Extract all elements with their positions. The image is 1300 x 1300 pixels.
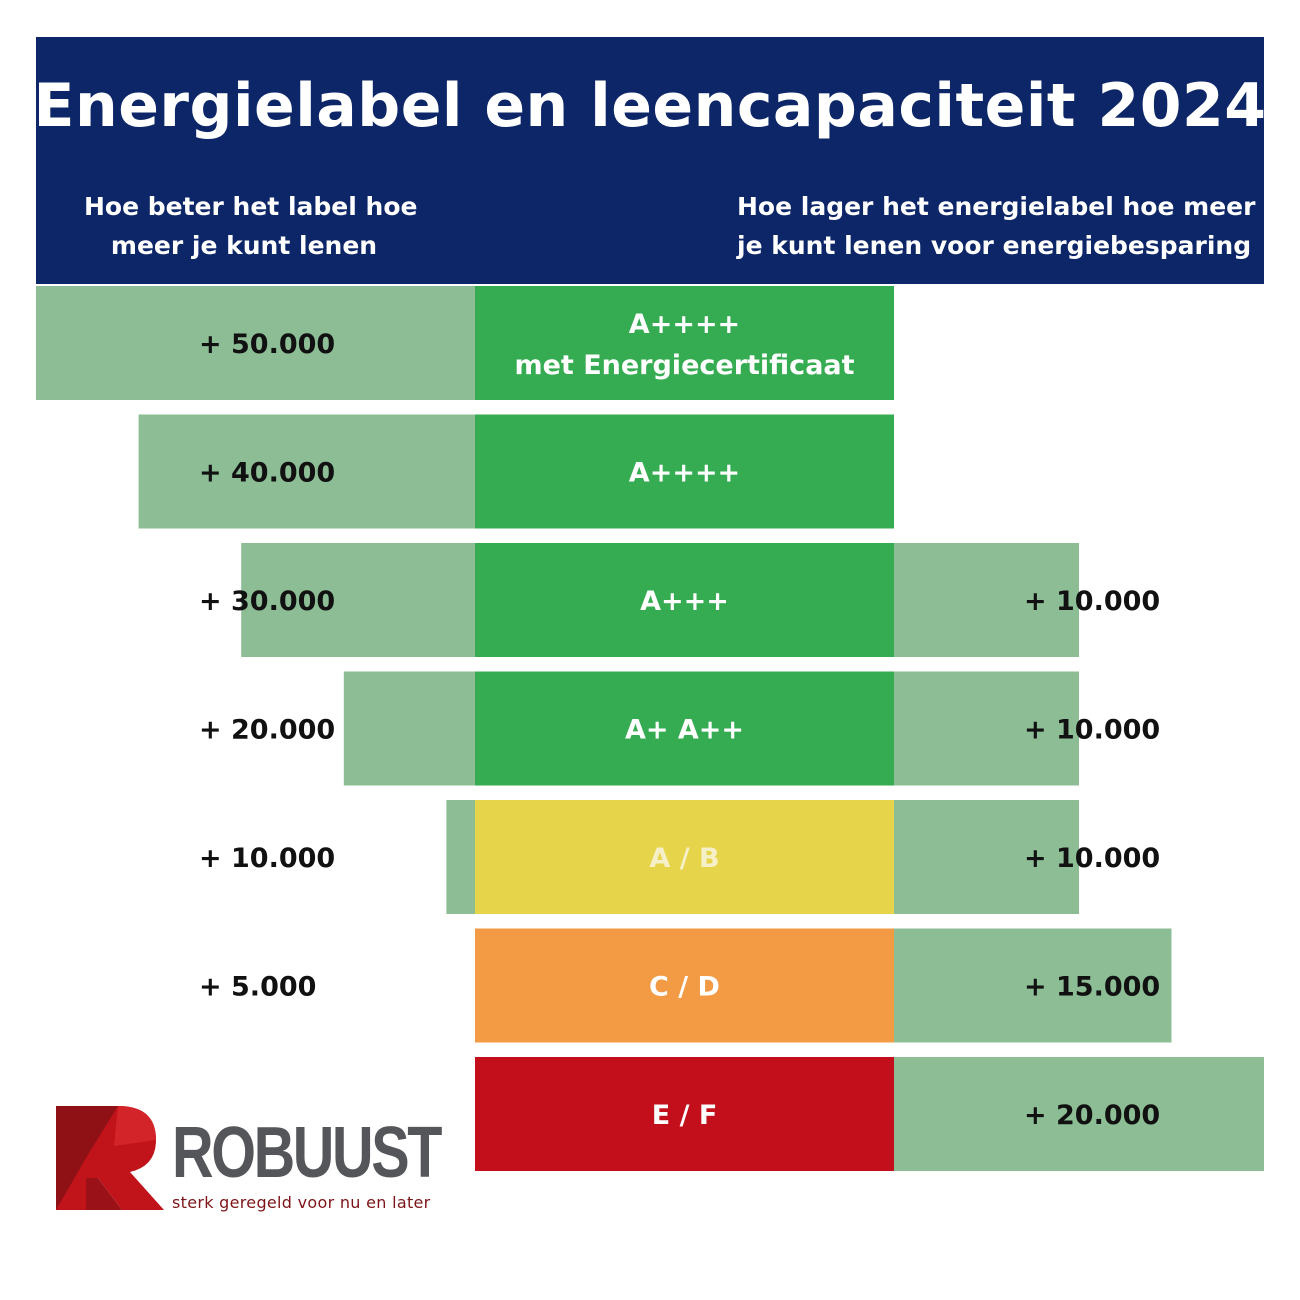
- energy-label-block: [475, 543, 894, 657]
- left-bar: [138, 414, 475, 529]
- robuust-r-logo-icon: [56, 1106, 164, 1210]
- energy-label-block: [475, 414, 894, 529]
- left-value-label: + 50.000: [199, 329, 335, 360]
- energy-label-text: A++++: [629, 309, 740, 340]
- subtitle-left-line-2: meer je kunt lenen: [110, 231, 378, 260]
- page-title: Energielabel en leencapaciteit 2024: [33, 71, 1267, 141]
- subtitle-left: Hoe beter het label hoe meer je kunt len…: [84, 187, 418, 265]
- energy-label-block: [475, 286, 894, 400]
- energy-label-text: E / F: [652, 1100, 718, 1131]
- left-bar: [36, 286, 475, 400]
- energy-label-block: [475, 671, 894, 786]
- logo-tagline: sterk geregeld voor nu en later: [172, 1193, 431, 1212]
- logo-wordmark: ROBUUST: [172, 1113, 442, 1193]
- energy-label-text: A+ A++: [625, 715, 744, 746]
- energy-label-text: C / D: [649, 972, 720, 1003]
- left-bar: [241, 543, 475, 657]
- right-bar: [894, 928, 1172, 1043]
- left-bar: [446, 800, 475, 914]
- subtitle-right-line-1: Hoe lager het energielabel hoe meer: [737, 192, 1256, 221]
- right-value-label: + 20.000: [1024, 1100, 1160, 1131]
- left-bar: [343, 671, 475, 786]
- subtitle-right: Hoe lager het energielabel hoe meer je k…: [737, 187, 1255, 265]
- right-bar: [894, 671, 1079, 786]
- energy-label-text: A+++: [640, 586, 729, 617]
- energy-label-text: met Energiecertificaat: [514, 350, 854, 381]
- subtitle-left-line-1: Hoe beter het label hoe: [84, 192, 418, 221]
- left-value-label: + 10.000: [199, 843, 335, 874]
- energy-label-block: [475, 800, 894, 914]
- header-banner: [36, 37, 1264, 284]
- right-value-label: + 15.000: [1024, 972, 1160, 1003]
- right-bar: [894, 1057, 1264, 1171]
- energy-label-text: A / B: [649, 843, 719, 874]
- right-bar: [894, 800, 1079, 914]
- left-value-label: + 20.000: [199, 715, 335, 746]
- left-value-label: + 40.000: [199, 458, 335, 489]
- right-value-label: + 10.000: [1024, 843, 1160, 874]
- energy-label-block: [475, 1057, 894, 1171]
- subtitle-right-line-2: je kunt lenen voor energiebesparing: [737, 231, 1252, 260]
- robuust-logo: ROBUUST sterk geregeld voor nu en later: [56, 1106, 442, 1216]
- right-value-label: + 10.000: [1024, 586, 1160, 617]
- left-value-label: + 5.000: [199, 972, 316, 1003]
- right-value-label: + 10.000: [1024, 715, 1160, 746]
- left-value-label: + 30.000: [199, 586, 335, 617]
- right-bar: [894, 543, 1079, 657]
- energy-label-text: A++++: [629, 458, 740, 489]
- energy-label-block: [475, 928, 894, 1043]
